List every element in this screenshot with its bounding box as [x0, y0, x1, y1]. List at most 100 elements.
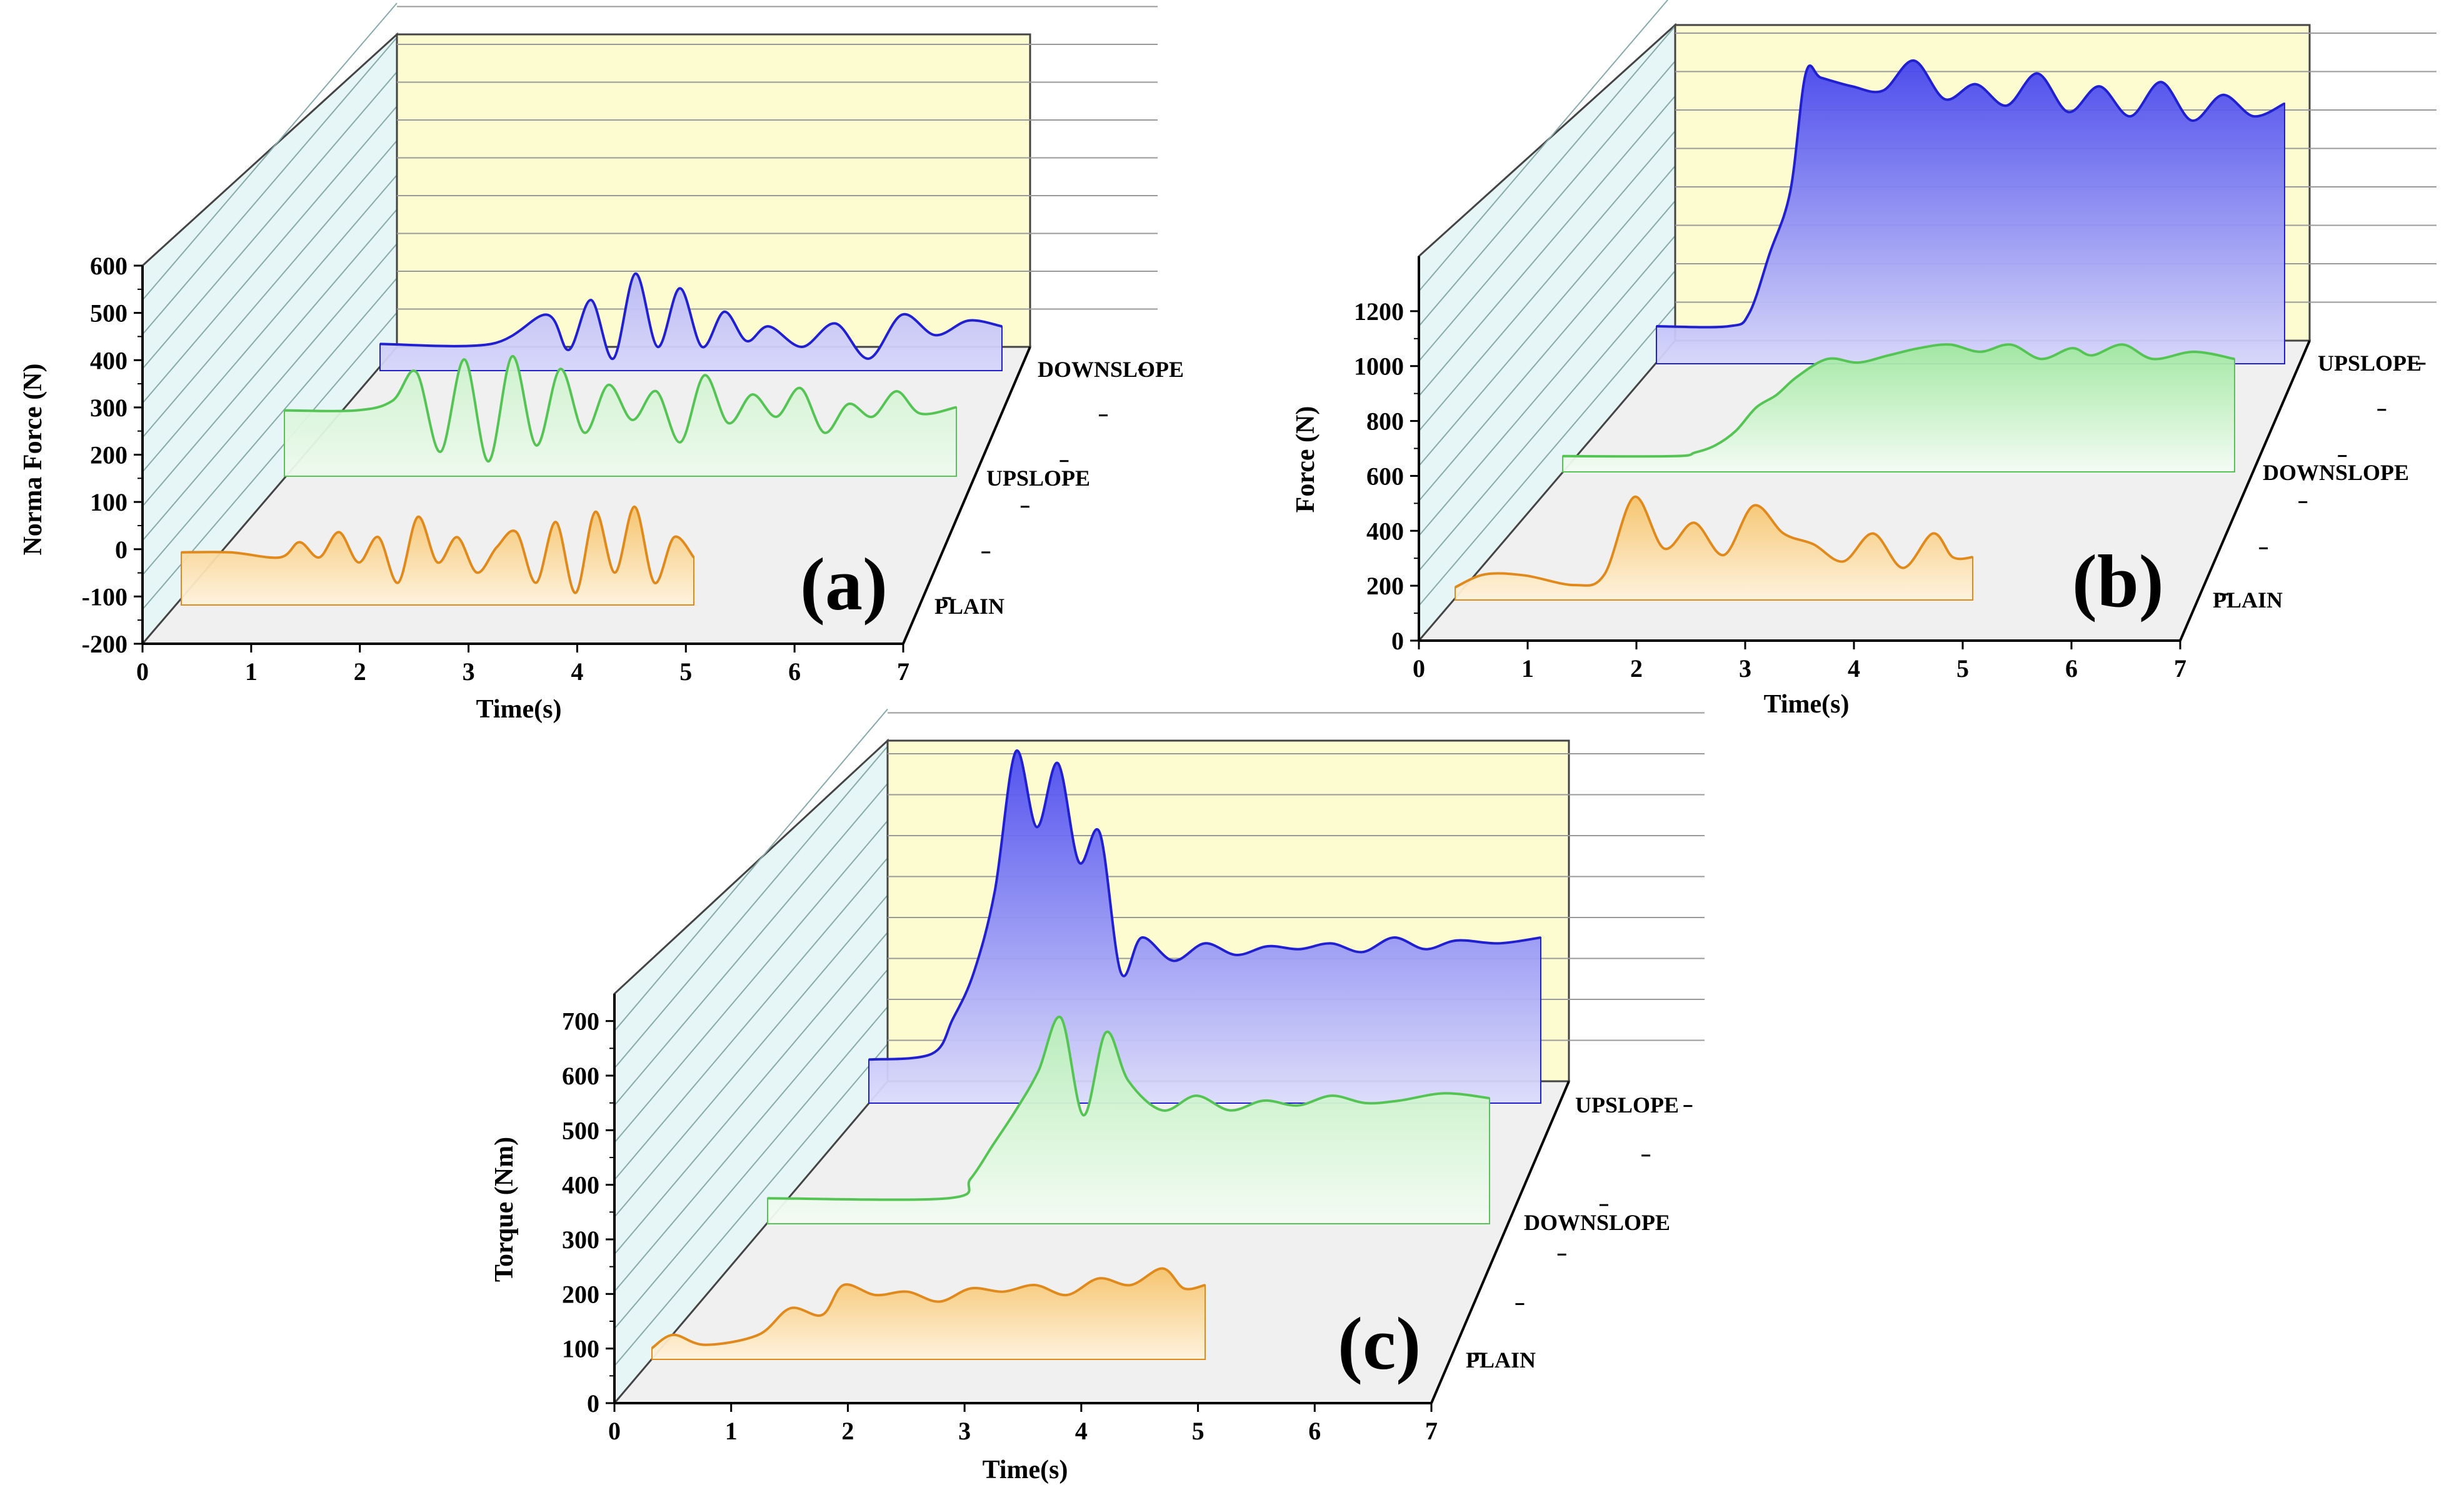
hatch-line: [1418, 165, 1676, 467]
hatch-line: [1418, 270, 1676, 571]
hatch-line: [142, 2, 398, 301]
series-downslope: [379, 272, 1003, 371]
y-axis-ticks: 0 100 200 300 400 500 600 700: [562, 1008, 614, 1418]
back-wall: [396, 33, 1031, 348]
back-wall-gridlines: [397, 6, 1158, 310]
x-tick-label: 6: [788, 658, 801, 686]
x-axis-ticks: 0 1 2 3 4 5 6 7: [136, 644, 909, 686]
series-line: [379, 272, 1003, 360]
y-tick-label: 600: [562, 1062, 599, 1090]
depth-label-2: UPSLOPE: [2318, 351, 2421, 376]
series-line: [284, 354, 957, 463]
panel-c: 0 100 200 300 400 500 600 700 0 1 2 3 4 5 6 7 PLAIN DO…: [490, 708, 1705, 1484]
y-tick-label: 300: [562, 1226, 599, 1254]
series-line: [767, 1016, 1490, 1201]
y-tick-label: 100: [90, 488, 128, 516]
x-tick-label: 7: [897, 658, 909, 686]
y-axis-title: Force (N): [1291, 406, 1320, 513]
y-axis-title: Torque (Nm): [490, 1137, 519, 1282]
panel-label: (c): [1338, 1302, 1421, 1385]
side-wall-hatching: [1418, 0, 1676, 606]
series-downslope: [767, 1016, 1490, 1224]
x-tick-label: 3: [958, 1417, 971, 1445]
x-axis-ticks: 0 1 2 3 4 5 6 7: [608, 1403, 1438, 1445]
x-tick-label: 1: [245, 658, 258, 686]
hatch-line: [1418, 0, 1669, 292]
y-tick-label: 0: [1391, 627, 1404, 655]
panel-label: (b): [2072, 539, 2164, 622]
series-line: [868, 749, 1541, 1061]
depth-axis-line: [2179, 340, 2311, 641]
depth-label-1: DOWNSLOPE: [2263, 460, 2409, 485]
hatch-line: [614, 746, 888, 1069]
depth-label-2: DOWNSLOPE: [1038, 357, 1184, 382]
hatch-line: [142, 209, 398, 507]
hatch-line: [614, 1043, 888, 1367]
x-tick-label: 3: [463, 658, 475, 686]
x-tick-label: 2: [354, 658, 366, 686]
series-upslope: [868, 749, 1541, 1104]
y-tick-label: 700: [562, 1008, 599, 1036]
x-tick-label: 2: [1630, 654, 1643, 682]
x-tick-label: 2: [841, 1417, 854, 1445]
side-wall-hatching: [614, 708, 888, 1367]
hatch-line: [142, 106, 398, 404]
depth-label-1: DOWNSLOPE: [1524, 1210, 1670, 1235]
series-layer: [181, 272, 1003, 606]
series-upslope: [1656, 59, 2285, 364]
hatch-line: [614, 932, 888, 1255]
hatch-line: [1418, 235, 1676, 536]
x-axis-title: Time(s): [1764, 690, 1850, 719]
y-axis-ticks: 0 200 400 600 800 1000 1200: [1354, 298, 1419, 655]
series-upslope: [284, 354, 957, 477]
y-tick-label: 600: [1366, 462, 1404, 490]
hatch-line: [142, 71, 398, 369]
hatch-line: [614, 969, 888, 1292]
hatch-line: [1418, 130, 1676, 432]
x-axis-ticks: 0 1 2 3 4 5 6 7: [1413, 641, 2186, 682]
hatch-line: [614, 708, 888, 1032]
y-tick-label: 200: [562, 1280, 599, 1308]
side-wall-hatching: [142, 2, 398, 610]
y-tick-label: -100: [82, 582, 128, 611]
series-line: [1562, 343, 2235, 458]
hatch-line: [1418, 305, 1676, 606]
depth-label-1: UPSLOPE: [986, 466, 1090, 491]
depth-axis-labels: PLAIN UPSLOPE DOWNSLOPE: [934, 357, 1184, 619]
y-tick-label: 100: [562, 1335, 599, 1363]
x-tick-label: 7: [2174, 654, 2186, 682]
series-plain: [181, 505, 695, 606]
y-tick-label: 800: [1366, 408, 1404, 436]
depth-axis-labels: PLAIN DOWNSLOPE UPSLOPE: [2213, 351, 2426, 612]
depth-label-2: UPSLOPE: [1575, 1092, 1679, 1118]
depth-axis-labels: PLAIN DOWNSLOPE UPSLOPE: [1466, 1092, 1693, 1372]
hatch-line: [142, 37, 398, 335]
hatch-line: [614, 782, 888, 1106]
x-tick-label: 5: [1956, 654, 1969, 682]
x-tick-label: 4: [1075, 1417, 1088, 1445]
x-tick-label: 3: [1739, 654, 1751, 682]
x-axis-title: Time(s): [983, 1456, 1068, 1484]
x-tick-label: 0: [1413, 654, 1425, 682]
series-line: [651, 1267, 1206, 1349]
hatch-line: [142, 243, 398, 541]
y-tick-label: 600: [90, 252, 128, 280]
series-plain: [651, 1267, 1206, 1360]
y-tick-label: 400: [562, 1171, 599, 1199]
series-layer: [651, 749, 1541, 1360]
y-tick-label: 200: [90, 441, 128, 469]
hatch-line: [614, 820, 888, 1143]
series-layer: [1455, 59, 2285, 601]
hatch-line: [1418, 61, 1676, 362]
hatch-line: [1418, 200, 1676, 502]
y-tick-label: 1000: [1354, 352, 1404, 381]
x-tick-label: 4: [1848, 654, 1860, 682]
x-tick-label: 6: [1308, 1417, 1321, 1445]
x-tick-label: 0: [136, 658, 149, 686]
y-tick-label: 0: [115, 536, 128, 564]
panel-label: (a): [800, 542, 888, 626]
depth-axis-line: [1430, 1081, 1570, 1404]
y-tick-label: 200: [1366, 572, 1404, 600]
hatch-line: [142, 174, 398, 472]
